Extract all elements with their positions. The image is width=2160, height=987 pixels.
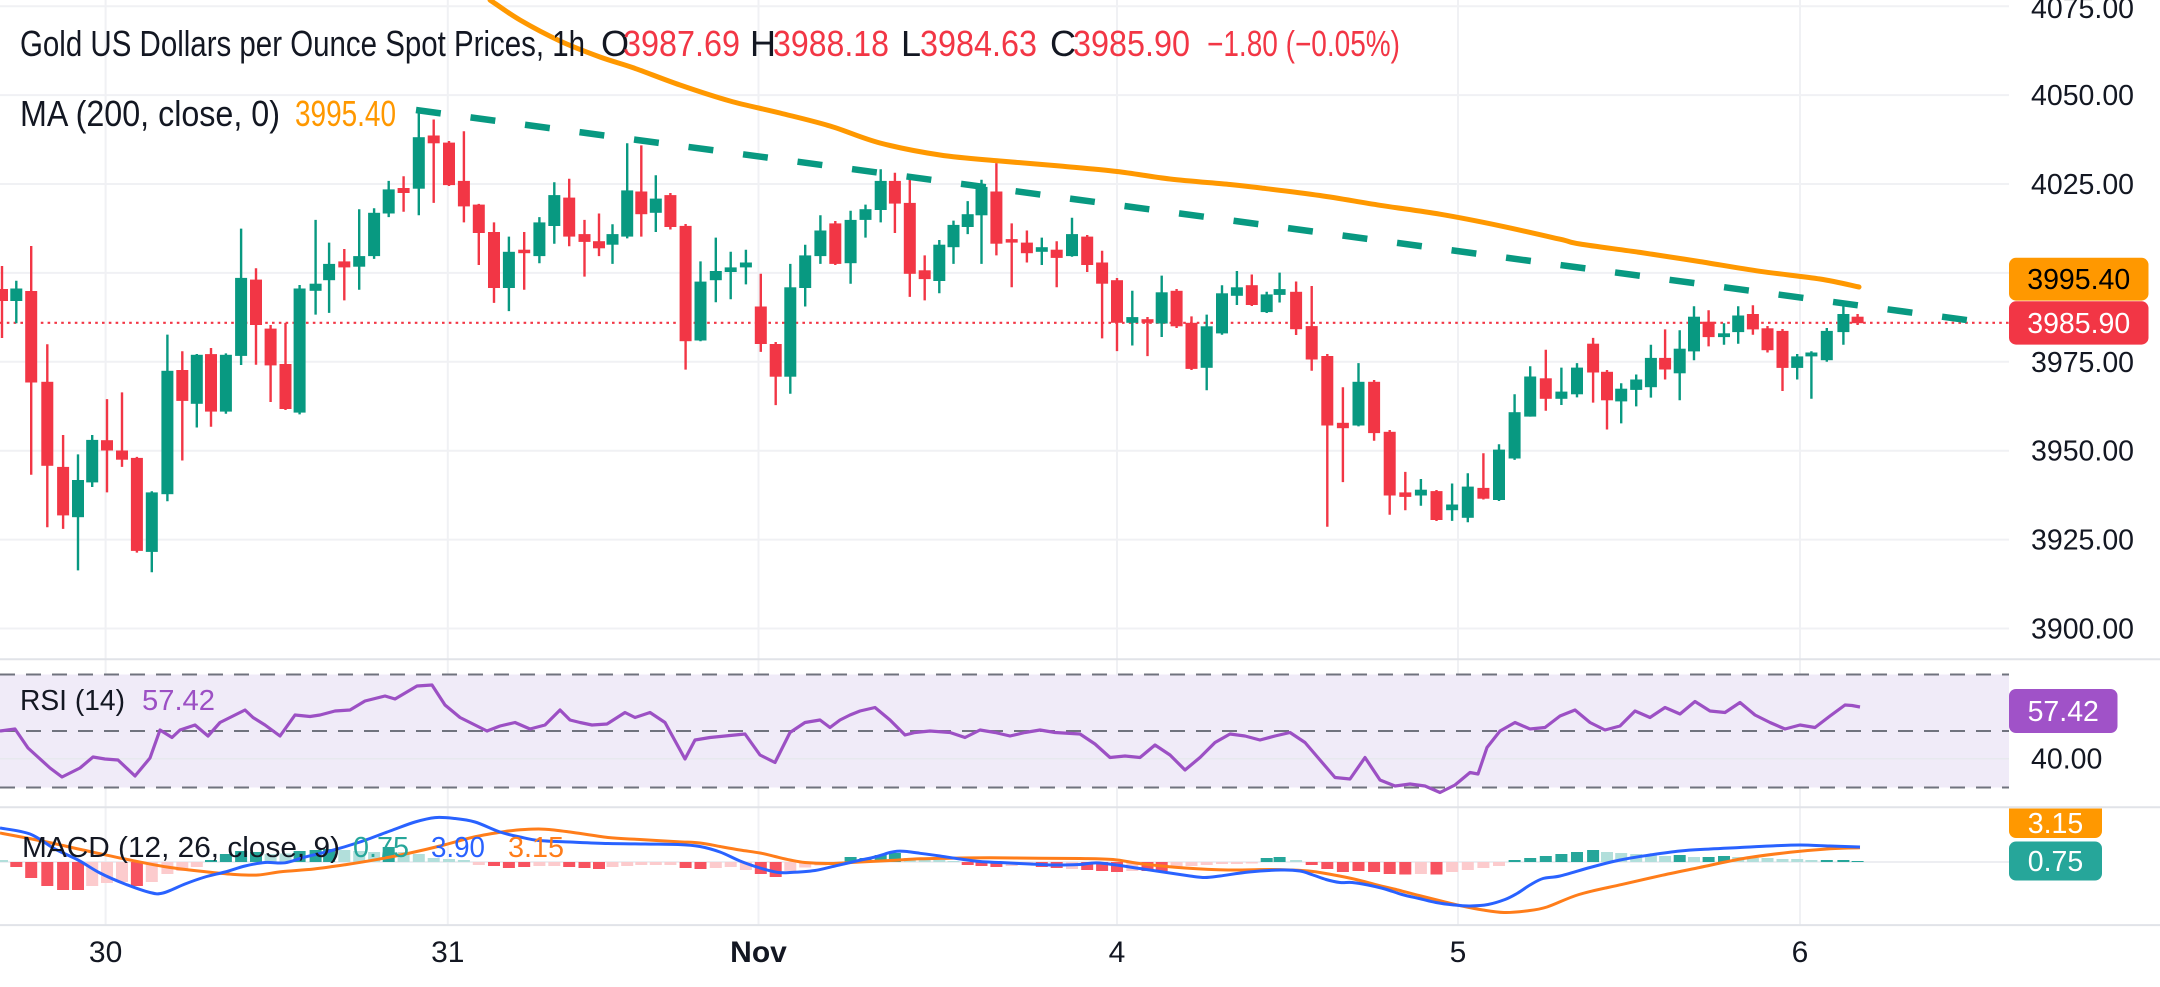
svg-text:0.75: 0.75 <box>2028 846 2083 878</box>
svg-text:30: 30 <box>89 936 122 969</box>
svg-text:3995.40: 3995.40 <box>2027 264 2130 296</box>
svg-text:4075.00: 4075.00 <box>2031 0 2134 25</box>
svg-text:Gold US Dollars per Ounce Spot: Gold US Dollars per Ounce Spot Prices, 1… <box>20 23 1400 64</box>
svg-text:RSI (14)57.42: RSI (14) 57.42 <box>20 685 215 717</box>
svg-text:4: 4 <box>1109 936 1126 969</box>
svg-text:6: 6 <box>1792 936 1809 969</box>
svg-text:MA (200, close, 0)3995.40: MA (200, close, 0) 3995.40 <box>20 93 396 134</box>
svg-text:Nov: Nov <box>730 936 787 969</box>
svg-text:4025.00: 4025.00 <box>2031 169 2134 201</box>
svg-text:31: 31 <box>431 936 464 969</box>
svg-text:3950.00: 3950.00 <box>2031 436 2134 468</box>
svg-text:3985.90: 3985.90 <box>2027 308 2130 340</box>
svg-text:5: 5 <box>1450 936 1467 969</box>
svg-text:3975.00: 3975.00 <box>2031 347 2134 379</box>
svg-text:57.42: 57.42 <box>2028 696 2099 728</box>
svg-text:3900.00: 3900.00 <box>2031 614 2134 646</box>
svg-text:3925.00: 3925.00 <box>2031 525 2134 557</box>
svg-text:4050.00: 4050.00 <box>2031 80 2134 112</box>
svg-text:MACD (12, 26, close, 9)0.753.9: MACD (12, 26, close, 9) 0.75 3.90 3.15 <box>22 832 564 864</box>
svg-text:3.15: 3.15 <box>2028 808 2083 840</box>
svg-text:40.00: 40.00 <box>2031 744 2102 776</box>
